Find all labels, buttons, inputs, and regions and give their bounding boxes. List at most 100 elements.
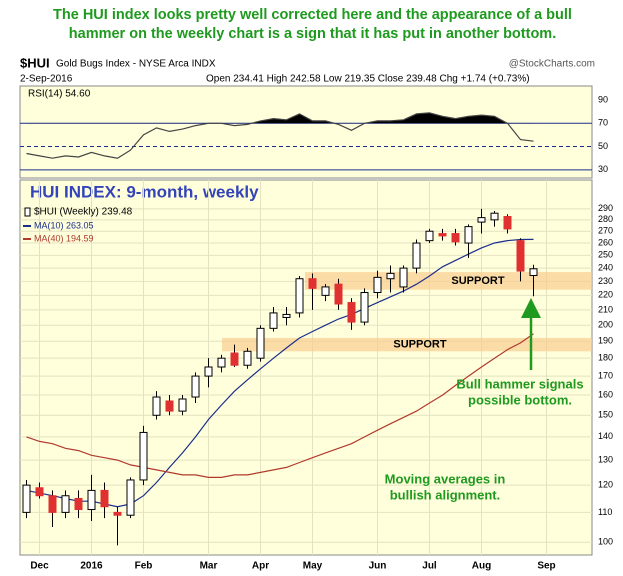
y-tick-label: 150 xyxy=(598,410,613,420)
candle-body xyxy=(113,511,122,516)
band-label: SUPPORT xyxy=(451,275,504,287)
candle-body xyxy=(282,313,291,318)
source: @StockCharts.com xyxy=(509,59,595,70)
candle-body xyxy=(48,495,57,513)
y-tick-label: 140 xyxy=(598,431,613,441)
overbought-fill xyxy=(251,112,508,124)
commentary: The HUI index looks pretty well correcte… xyxy=(53,7,572,42)
x-tick-label: Jun xyxy=(369,561,387,572)
y-tick-label: 120 xyxy=(598,480,613,490)
y-tick-label: 250 xyxy=(598,250,613,260)
candle-body xyxy=(425,230,434,242)
y-tick-label: 130 xyxy=(598,454,613,464)
date: 2-Sep-2016 xyxy=(20,74,73,85)
candle-body xyxy=(477,217,486,223)
y-tick-label: 230 xyxy=(598,276,613,286)
candle-body xyxy=(464,226,473,244)
y-tick-label: 170 xyxy=(598,370,613,380)
y-tick-label: 100 xyxy=(598,537,613,547)
candle-body xyxy=(386,272,395,280)
annotation: bullish alignment. xyxy=(390,487,501,502)
x-tick-label: Aug xyxy=(472,561,491,572)
candle-body xyxy=(516,240,525,272)
x-tick-label: Apr xyxy=(252,561,269,572)
candle-body xyxy=(503,216,512,230)
legend-entry: MA(10) 263.05 xyxy=(34,220,94,230)
candle-body xyxy=(61,495,70,513)
candle-body xyxy=(256,327,265,359)
x-tick-label: May xyxy=(303,561,323,572)
candle-body xyxy=(243,350,252,366)
candle-body xyxy=(347,302,356,323)
rsi-label: RSI(14) 54.60 xyxy=(28,89,91,100)
support-band xyxy=(222,337,592,352)
x-tick-label: 2016 xyxy=(80,561,103,572)
y-tick-label: 270 xyxy=(598,226,613,236)
candle-body xyxy=(204,366,213,377)
candle-body xyxy=(230,352,239,366)
annotation: Moving averages in xyxy=(385,471,506,486)
x-tick-label: Jul xyxy=(422,561,437,572)
chart-title: HUI INDEX: 9-month, weekly xyxy=(30,182,259,201)
subtitle: Gold Bugs Index - NYSE Arca INDX xyxy=(56,59,216,70)
y-tick-label: 160 xyxy=(598,389,613,399)
candle-body xyxy=(139,431,148,481)
candle-body xyxy=(529,268,538,276)
x-tick-label: Mar xyxy=(200,561,218,572)
rsi-panel xyxy=(19,85,593,179)
x-tick-label: Sep xyxy=(537,561,555,572)
candle-body xyxy=(22,484,31,513)
candle-body xyxy=(178,398,187,412)
y-tick-label: 50 xyxy=(598,141,608,151)
y-tick-label: 240 xyxy=(598,262,613,272)
candle-body xyxy=(269,312,278,329)
candle-body xyxy=(74,497,83,511)
x-tick-label: Dec xyxy=(30,561,49,572)
candle-body xyxy=(334,283,343,305)
candle-body xyxy=(399,267,408,288)
y-tick-label: 200 xyxy=(598,320,613,330)
y-tick-label: 90 xyxy=(598,94,608,104)
candle-body xyxy=(217,357,226,368)
x-tick-label: Feb xyxy=(135,561,153,572)
y-tick-label: 260 xyxy=(598,237,613,247)
y-tick-label: 290 xyxy=(598,203,613,213)
candle-body xyxy=(152,396,161,416)
legend-entry: MA(40) 194.59 xyxy=(34,233,94,243)
annotation: possible bottom. xyxy=(468,392,572,407)
band-label: SUPPORT xyxy=(393,339,446,351)
legend-entry: $HUI (Weekly) 239.48 xyxy=(34,207,133,218)
candle-body xyxy=(100,489,109,508)
y-tick-label: 110 xyxy=(598,507,612,517)
y-tick-label: 30 xyxy=(598,164,608,174)
candle-body xyxy=(191,375,200,398)
y-tick-label: 180 xyxy=(598,353,613,363)
y-tick-label: 210 xyxy=(598,304,613,314)
y-tick-label: 190 xyxy=(598,336,613,346)
candle-body xyxy=(87,489,96,511)
y-tick-label: 280 xyxy=(598,214,613,224)
candle-body xyxy=(35,487,44,497)
annotation: Bull hammer signals xyxy=(456,376,583,391)
candle-body xyxy=(412,242,421,269)
ma-line xyxy=(26,238,534,508)
candle-body xyxy=(360,292,369,323)
symbol: $HUI xyxy=(20,55,50,70)
y-tick-label: 220 xyxy=(598,290,613,300)
ma-line xyxy=(26,333,534,478)
candle-body xyxy=(490,212,499,221)
candle-body xyxy=(295,278,304,314)
legend-icon xyxy=(24,207,31,217)
candle-body xyxy=(438,233,447,237)
candle-body xyxy=(308,278,317,289)
candle-body xyxy=(451,233,460,243)
candle-body xyxy=(321,286,330,296)
candle-body xyxy=(165,400,174,412)
support-band xyxy=(305,272,592,290)
ohlc-info: Open 234.41 High 242.58 Low 219.35 Close… xyxy=(206,74,530,85)
candle-body xyxy=(373,276,382,294)
candle-body xyxy=(126,479,135,516)
rsi-line xyxy=(26,112,534,159)
